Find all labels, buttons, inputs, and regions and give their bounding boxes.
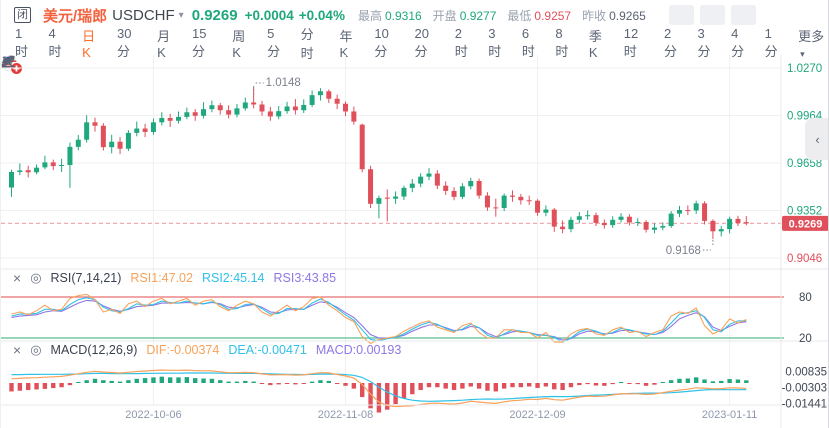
date-axis: 2022-10-06 2022-11-08 2022-12-09 2023-01-11 <box>1 409 828 425</box>
timeframe-周K[interactable]: 周K <box>232 28 246 60</box>
macd-indicator-header: × ◎ MACD(12,26,9) DIF:-0.00374 DEA:-0.00… <box>13 343 401 357</box>
svg-text:20: 20 <box>799 333 812 345</box>
date-label: 2022-10-06 <box>125 409 182 421</box>
fullscreen-expand-button[interactable] <box>1 5 787 69</box>
pair-symbol: USDCHF <box>112 6 175 24</box>
rsi1-value: RSI1:47.02 <box>130 271 193 285</box>
date-label: 2023-01-11 <box>701 409 758 421</box>
timeframe-月K[interactable]: 月K <box>157 28 171 60</box>
timeframe-4分[interactable]: 4分 <box>731 25 745 59</box>
pair-name: 美元/瑞郎 <box>43 7 108 25</box>
timeframe-3分[interactable]: 3分 <box>697 25 711 59</box>
timeframe-10分[interactable]: 10分 <box>374 25 389 59</box>
svg-text:0.9046: 0.9046 <box>787 253 822 265</box>
stat-最高: 最高 0.9316 <box>357 8 422 23</box>
daily-stats: 最高 0.9316 开盘 0.9277 最低 0.9257 昨收 0.9265 <box>358 7 646 24</box>
chart-plot-area[interactable]: 1.01480.91681.02700.99640.96580.93520.90… <box>1 55 829 428</box>
timeframe-1分[interactable]: 1分 <box>764 25 778 59</box>
timeframe-年K[interactable]: 年K <box>339 28 353 60</box>
timeframe-8时[interactable]: 8时 <box>555 25 569 59</box>
stat-最低: 最低 0.9257 <box>507 8 572 23</box>
date-label: 2022-12-09 <box>509 409 566 421</box>
timeframe-4时[interactable]: 4时 <box>48 25 62 59</box>
candlestick-style-button[interactable] <box>3 5 756 68</box>
price-change-pct: +0.04% <box>298 7 345 23</box>
chart-toolbar <box>1 5 828 69</box>
close-icon[interactable]: × <box>13 270 22 286</box>
market-status-badge: 闭 <box>14 7 31 23</box>
gear-icon[interactable]: ◎ <box>30 342 42 357</box>
timeframe-more[interactable]: 更多▾ <box>798 28 825 59</box>
svg-text:0.00835: 0.00835 <box>785 366 827 378</box>
timeframe-日K[interactable]: 日K <box>82 28 96 60</box>
rsi3-value: RSI3:43.85 <box>273 271 337 285</box>
macd-value: MACD:0.00193 <box>315 343 402 357</box>
dif-value: DIF:-0.00374 <box>146 343 220 357</box>
gear-icon[interactable]: ◎ <box>30 270 42 285</box>
svg-text:1.0148: 1.0148 <box>266 77 301 89</box>
rsi-indicator-header: × ◎ RSI(7,14,21) RSI1:47.02 RSI2:45.14 R… <box>13 271 336 285</box>
timeframe-20分[interactable]: 20分 <box>414 25 430 59</box>
price-change: +0.0004 <box>244 7 294 23</box>
timeframe-2分[interactable]: 2分 <box>663 25 677 59</box>
timeframe-1时[interactable]: 1时 <box>15 25 29 59</box>
timeframe-6时[interactable]: 6时 <box>521 25 535 59</box>
timeframe-季K[interactable]: 季K <box>588 28 602 60</box>
svg-text:80: 80 <box>799 292 812 304</box>
timeframe-bar: 1时 4时 日K 30分 月K 15分 周K 5分 分时 年K 10分 20分 2时 3时 6时 8时 季K 12… <box>1 26 828 61</box>
rsi2-value: RSI2:45.14 <box>201 271 265 285</box>
svg-text:1.0270: 1.0270 <box>787 63 822 75</box>
timeframe-分时[interactable]: 分时 <box>300 26 314 61</box>
svg-text:0.9658: 0.9658 <box>787 158 822 170</box>
svg-text:-0.01441: -0.01441 <box>782 398 827 410</box>
chevron-down-icon: ▾ <box>178 9 184 21</box>
timeframe-2时[interactable]: 2时 <box>454 25 468 59</box>
draw-pencil-button[interactable] <box>3 5 725 67</box>
stat-昨收: 昨收 0.9265 <box>582 8 646 23</box>
timeframe-12时[interactable]: 12时 <box>623 25 639 59</box>
date-label: 2022-11-08 <box>317 409 374 421</box>
rsi-title: RSI(7,14,21) <box>50 271 122 285</box>
timeframe-3时[interactable]: 3时 <box>488 25 502 59</box>
timeframe-30分[interactable]: 30分 <box>116 25 132 59</box>
close-icon[interactable] <box>2 5 818 67</box>
close-icon[interactable]: × <box>13 342 22 358</box>
timeframe-15分[interactable]: 15分 <box>192 25 207 59</box>
svg-text:0.9352: 0.9352 <box>787 206 822 218</box>
svg-text:0.9168: 0.9168 <box>666 245 701 257</box>
symbol-selector[interactable]: 美元/瑞郎 USDCHF ▾ <box>43 5 192 26</box>
dea-value: DEA:-0.00471 <box>228 343 307 357</box>
last-price: 0.9269 <box>191 6 238 24</box>
svg-text:0.9269: 0.9269 <box>789 218 823 230</box>
collapse-axis-button[interactable]: ‹ <box>805 118 828 160</box>
stat-开盘: 开盘 0.9277 <box>432 8 497 23</box>
svg-text:-0.00303: -0.00303 <box>782 382 827 394</box>
header: 闭 美元/瑞郎 USDCHF ▾ <box>1 0 828 75</box>
timeframe-5分[interactable]: 5分 <box>267 25 281 59</box>
macd-title: MACD(12,26,9) <box>50 343 138 357</box>
line-chart-button[interactable] <box>1 5 694 68</box>
